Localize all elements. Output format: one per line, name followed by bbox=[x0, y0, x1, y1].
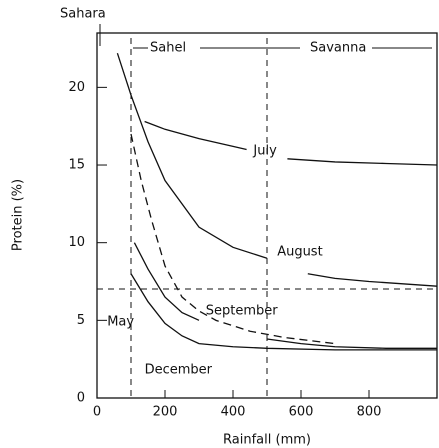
series-line bbox=[144, 120, 438, 166]
series-label: May bbox=[107, 314, 134, 329]
x-axis-label: Rainfall (mm) bbox=[223, 433, 311, 448]
y-tick-label: 15 bbox=[68, 158, 85, 173]
series-line bbox=[116, 52, 438, 287]
zone-label: Sahel bbox=[150, 41, 186, 56]
series-line bbox=[130, 273, 437, 351]
series-label: August bbox=[277, 245, 323, 260]
y-tick-label: 10 bbox=[68, 235, 85, 250]
y-tick-label: 5 bbox=[77, 313, 85, 328]
y-axis-label: Protein (%) bbox=[11, 179, 26, 251]
zone-label: Savanna bbox=[310, 41, 366, 56]
series-label: July bbox=[252, 144, 277, 159]
x-tick-label: 0 bbox=[93, 405, 101, 420]
y-tick-label: 20 bbox=[68, 80, 85, 95]
y-tick-label: 0 bbox=[77, 391, 85, 406]
series-line bbox=[130, 133, 336, 345]
series-label: September bbox=[206, 304, 279, 319]
zone-label: Sahara bbox=[60, 7, 106, 22]
x-tick-label: 200 bbox=[153, 405, 178, 420]
x-tick-label: 400 bbox=[221, 405, 246, 420]
x-tick-label: 800 bbox=[357, 405, 382, 420]
series-line bbox=[133, 242, 437, 349]
series-label: December bbox=[145, 363, 213, 378]
x-tick-label: 600 bbox=[289, 405, 314, 420]
plot-frame bbox=[96, 32, 438, 399]
